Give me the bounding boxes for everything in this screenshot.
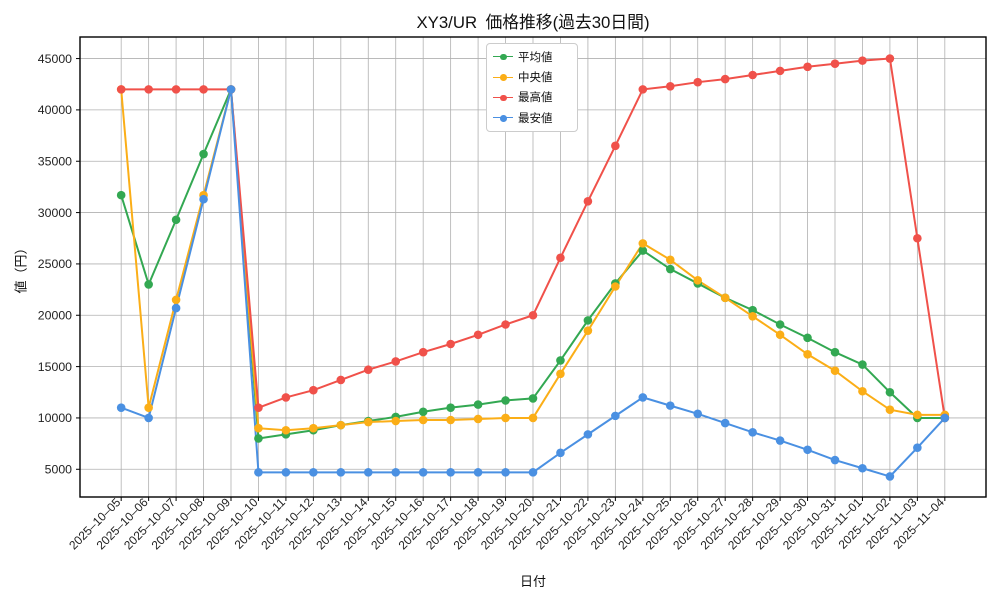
svg-text:40000: 40000 [38,103,72,117]
svg-text:2025–10–10: 2025–10–10 [203,495,260,552]
svg-text:2025–10–24: 2025–10–24 [588,495,645,552]
svg-text:2025–11–02: 2025–11–02 [836,495,893,552]
svg-text:2025–10–22: 2025–10–22 [533,495,590,552]
svg-text:2025–10–29: 2025–10–29 [725,495,782,552]
svg-text:2025–10–17: 2025–10–17 [396,495,453,552]
svg-text:2025–10–16: 2025–10–16 [368,495,425,552]
svg-text:2025–10–21: 2025–10–21 [505,495,562,552]
svg-text:5000: 5000 [45,463,73,477]
svg-text:2025–10–08: 2025–10–08 [149,495,206,552]
svg-text:20000: 20000 [38,309,72,323]
svg-text:2025–10–31: 2025–10–31 [780,495,837,552]
svg-text:25000: 25000 [38,257,72,271]
svg-text:2025–10–23: 2025–10–23 [560,495,617,552]
svg-text:2025–10–19: 2025–10–19 [451,495,508,552]
svg-text:2025–10–27: 2025–10–27 [670,495,727,552]
svg-text:2025–10–25: 2025–10–25 [615,495,672,552]
svg-text:2025–10–06: 2025–10–06 [94,495,151,552]
svg-text:2025–10–15: 2025–10–15 [341,495,398,552]
svg-text:30000: 30000 [38,206,72,220]
svg-text:2025–10–18: 2025–10–18 [423,495,480,552]
svg-text:10000: 10000 [38,411,72,425]
svg-text:45000: 45000 [38,52,72,66]
svg-text:2025–11–04: 2025–11–04 [890,495,947,552]
svg-text:2025–10–11: 2025–10–11 [232,495,289,552]
svg-text:2025–10–28: 2025–10–28 [698,495,755,552]
svg-text:2025–10–20: 2025–10–20 [478,495,535,552]
svg-text:2025–10–12: 2025–10–12 [258,495,315,552]
svg-text:2025–10–07: 2025–10–07 [121,495,178,552]
svg-text:2025–10–09: 2025–10–09 [176,495,233,552]
svg-text:15000: 15000 [38,360,72,374]
svg-text:2025–10–05: 2025–10–05 [66,495,123,552]
svg-text:2025–11–01: 2025–11–01 [808,495,865,552]
svg-text:2025–10–13: 2025–10–13 [286,495,343,552]
svg-text:2025–10–26: 2025–10–26 [643,495,700,552]
svg-text:2025–11–03: 2025–11–03 [863,495,920,552]
svg-text:2025–10–30: 2025–10–30 [753,495,810,552]
svg-text:35000: 35000 [38,155,72,169]
svg-text:2025–10–14: 2025–10–14 [313,495,370,552]
